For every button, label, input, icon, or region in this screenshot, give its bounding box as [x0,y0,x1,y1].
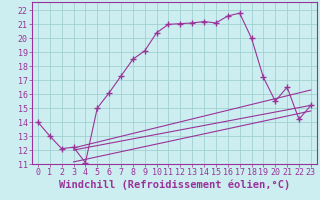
X-axis label: Windchill (Refroidissement éolien,°C): Windchill (Refroidissement éolien,°C) [59,180,290,190]
